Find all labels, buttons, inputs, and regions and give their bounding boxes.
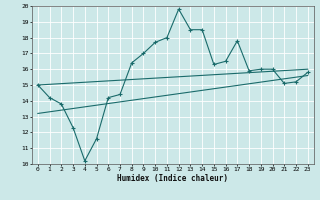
X-axis label: Humidex (Indice chaleur): Humidex (Indice chaleur) <box>117 174 228 183</box>
